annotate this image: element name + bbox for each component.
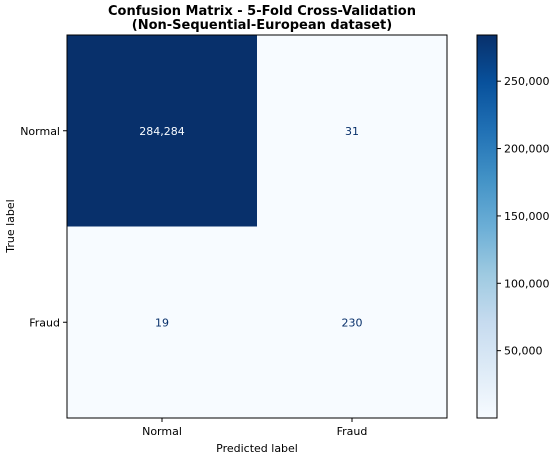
matrix-cell-value: 19 xyxy=(155,316,169,329)
matrix-cell-value: 230 xyxy=(342,316,363,329)
matrix-cell xyxy=(257,226,447,418)
matrix-cell-labels: 284,284 31 19 230 xyxy=(139,125,362,330)
matrix-frame xyxy=(66,34,448,419)
colorbar-tick-label: 100,000 xyxy=(504,277,550,290)
colorbar xyxy=(476,34,498,419)
colorbar-tick-label: 50,000 xyxy=(504,345,543,358)
matrix-cell-value: 31 xyxy=(345,125,359,138)
x-axis-label: Predicted label xyxy=(216,442,298,455)
x-tick-label: Fraud xyxy=(337,425,368,438)
x-tick-label: Normal xyxy=(142,425,182,438)
matrix-cell xyxy=(67,226,257,418)
colorbar-tick-label: 200,000 xyxy=(504,143,550,156)
y-tick-label: Fraud xyxy=(29,316,60,329)
colorbar-tick-label: 150,000 xyxy=(504,210,550,223)
y-tick-label: Normal xyxy=(20,125,60,138)
matrix-cell xyxy=(257,35,447,227)
chart-title-line-2: (Non-Sequential-European dataset) xyxy=(132,18,392,33)
chart-title-line-1: Confusion Matrix - 5-Fold Cross-Validati… xyxy=(108,4,416,19)
matrix-cells xyxy=(67,35,447,418)
matrix-cell-value: 284,284 xyxy=(139,125,185,138)
colorbar-ticks: 50,000 100,000 150,000 200,000 250,000 xyxy=(497,75,550,358)
colorbar-tick-label: 250,000 xyxy=(504,75,550,88)
x-axis-ticks: Normal Fraud xyxy=(142,418,367,438)
y-axis-label: True label xyxy=(4,199,17,253)
y-axis-ticks: Normal Fraud xyxy=(20,125,67,329)
matrix-cell xyxy=(67,35,257,227)
